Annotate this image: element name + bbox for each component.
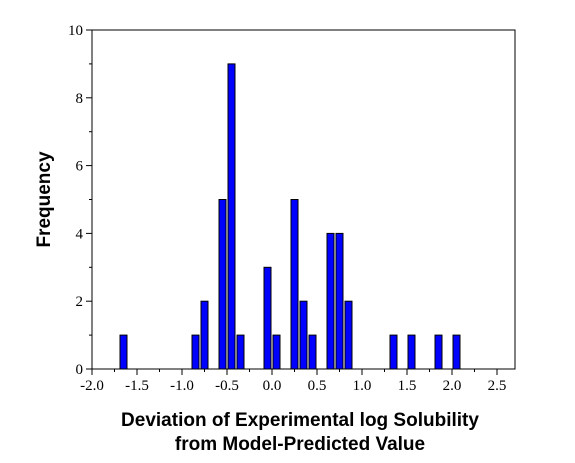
y-axis-ticks: 0 2 4 6 8 10	[68, 23, 92, 378]
x-tick-label: 1.5	[398, 378, 417, 394]
y-tick-label: 6	[76, 159, 84, 175]
x-axis-label-line-2: from Model-Predicted Value	[175, 434, 425, 455]
x-tick-label: 2.0	[443, 378, 462, 394]
histogram-bar	[227, 63, 236, 370]
x-tick-label: -2.0	[80, 378, 104, 394]
y-tick-label: 4	[76, 226, 84, 242]
histogram-bar	[407, 334, 416, 370]
histogram-bar	[119, 334, 128, 370]
bars-group	[119, 63, 461, 370]
histogram-bar	[335, 232, 344, 370]
histogram-bar	[236, 334, 245, 370]
x-tick-label: 2.5	[488, 378, 507, 394]
y-tick-label: 0	[76, 362, 84, 378]
y-tick-label: 8	[76, 91, 84, 107]
y-tick-label: 10	[68, 23, 83, 39]
x-axis-label-line-1: Deviation of Experimental log Solubility	[121, 410, 479, 431]
y-tick-label: 2	[76, 294, 84, 310]
x-tick-label: 0.5	[308, 378, 327, 394]
histogram-bar	[218, 199, 227, 370]
histogram-bar	[263, 266, 272, 370]
histogram-bar	[326, 232, 335, 370]
histogram-bar	[434, 334, 443, 370]
x-tick-label: -1.0	[170, 378, 194, 394]
x-tick-label: -1.5	[125, 378, 149, 394]
histogram-bar	[299, 300, 308, 370]
histogram-bar	[272, 334, 281, 370]
histogram-bar	[200, 300, 209, 370]
histogram-bar	[452, 334, 461, 370]
histogram-bar	[389, 334, 398, 370]
x-tick-label: -0.5	[215, 378, 239, 394]
histogram-bar	[290, 199, 299, 370]
x-axis-ticks: -2.0 -1.5 -1.0 -0.5 0.0 0.5 1.0 1.5 2.0 2.5	[80, 369, 506, 394]
x-tick-label: 1.0	[353, 378, 372, 394]
x-tick-label: 0.0	[263, 378, 282, 394]
y-axis-label: Frequency	[34, 151, 55, 248]
histogram-bar	[191, 334, 200, 370]
histogram-bar	[344, 300, 353, 370]
histogram-bar	[308, 334, 317, 370]
